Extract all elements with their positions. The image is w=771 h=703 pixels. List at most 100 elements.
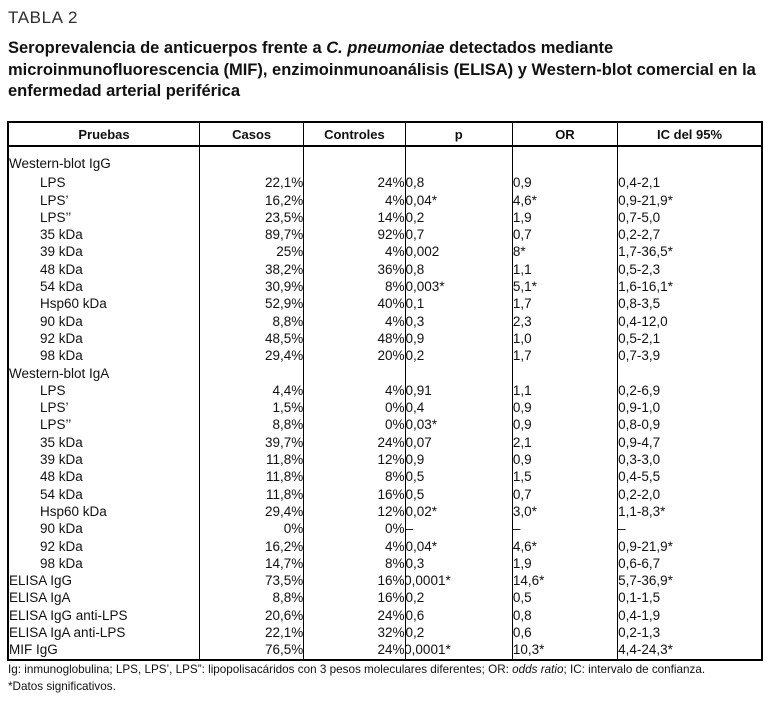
cell-or: 1,9 <box>511 554 618 573</box>
cell-pruebas: LPS’’ <box>40 417 72 433</box>
cell-or: 10,3* <box>511 641 618 660</box>
cell-controles: 16% <box>303 589 406 607</box>
table-row: 54 kDa 30,9% 8% 0,003* 5,1* 1,6-16,1* <box>8 278 762 296</box>
cell-pruebas: Hsp60 kDa <box>40 503 107 519</box>
cell-pruebas: 35 kDa <box>40 434 83 450</box>
cell-or: 0,9 <box>511 416 618 434</box>
cell-p: 0,2 <box>404 208 513 227</box>
cell-or: 1,1 <box>511 260 618 279</box>
cell-controles: 4% <box>303 537 406 555</box>
cell-controles: 20% <box>303 347 406 365</box>
cell-p: 0,02* <box>404 502 513 521</box>
cell-ic: 1,7-36,5* <box>617 243 762 261</box>
column-header-p: p <box>404 122 513 147</box>
plain-text: Seroprevalencia de anticuerpos frente a <box>8 39 327 57</box>
cell-p: 0,3 <box>404 312 513 330</box>
cell-p: 0,5 <box>404 485 513 503</box>
cell-or: 2,3 <box>511 312 618 330</box>
table-row: LPS’ 1,5% 0% 0,4 0,9 0,9-1,0 <box>8 399 762 417</box>
cell-p: 0,2 <box>404 347 513 365</box>
cell-controles: 24% <box>303 641 406 660</box>
cell-ic: – <box>617 520 762 538</box>
cell-ic: 0,5-2,3 <box>617 260 762 279</box>
table-row: 48 kDa 11,8% 8% 0,5 1,5 0,4-5,5 <box>8 468 762 486</box>
cell-controles: 0% <box>303 399 406 417</box>
cell-ic: 0,4-2,1 <box>617 174 762 192</box>
cell-pruebas: 90 kDa <box>40 313 83 329</box>
table-row: 39 kDa 25% 4% 0,002 8* 1,7-36,5* <box>8 243 762 261</box>
cell-p: – <box>404 520 513 538</box>
cell-pruebas: 90 kDa <box>40 521 83 537</box>
cell-p: 0,8 <box>404 260 513 279</box>
cell-casos: 89,7% <box>198 226 304 244</box>
cell-pruebas: 48 kDa <box>40 261 83 277</box>
table-row: LPS 4,4% 4% 0,91 1,1 0,2-6,9 <box>8 381 762 400</box>
cell-casos: 4,4% <box>198 381 304 400</box>
cell-casos: 14,7% <box>198 554 304 573</box>
cell-ic: 1,1-8,3* <box>617 502 762 521</box>
table-row: 54 kDa 11,8% 16% 0,5 0,7 0,2-2,0 <box>8 485 762 503</box>
cell-pruebas: ELISA IgA <box>9 590 71 606</box>
cell-pruebas: MIF IgG <box>9 642 58 658</box>
cell-or: 3,0* <box>511 502 618 521</box>
cell-pruebas: Hsp60 kDa <box>40 296 107 312</box>
table-row: Hsp60 kDa 29,4% 12% 0,02* 3,0* 1,1-8,3* <box>8 502 762 521</box>
cell-or: 0,8 <box>511 606 618 625</box>
table-row: 90 kDa 0% 0% – – – <box>8 520 762 538</box>
table-row: ELISA IgA anti-LPS 22,1% 32% 0,2 0,6 0,2-1,3 <box>8 624 762 642</box>
cell-ic: 0,2-1,3 <box>617 624 762 642</box>
cell-controles: 8% <box>303 554 406 573</box>
cell-ic: 1,6-16,1* <box>617 278 762 296</box>
cell-ic: 0,6-6,7 <box>617 554 762 573</box>
column-header-or: OR <box>511 122 618 147</box>
cell-p: 0,04* <box>404 537 513 555</box>
cell-controles: 8% <box>303 468 406 486</box>
column-header-pruebas: Pruebas <box>8 122 200 147</box>
cell-p: 0,4 <box>404 399 513 417</box>
seroprevalence-table: Pruebas Casos Controles p OR IC del 95% … <box>7 121 763 661</box>
cell-pruebas: Western-blot IgA <box>9 365 110 381</box>
table-row: LPS’ 16,2% 4% 0,04* 4,6* 0,9-21,9* <box>8 191 762 209</box>
cell-or: 0,5 <box>511 589 618 607</box>
cell-or: – <box>511 520 618 538</box>
cell-pruebas: 54 kDa <box>40 486 83 502</box>
table-title: Seroprevalencia de anticuerpos frente a … <box>8 38 760 103</box>
table-row: 35 kDa 89,7% 92% 0,7 0,7 0,2-2,7 <box>8 226 762 244</box>
cell-pruebas: ELISA IgG anti-LPS <box>9 607 128 623</box>
cell-casos: 25% <box>198 243 304 261</box>
cell-ic: 0,4-1,9 <box>617 606 762 625</box>
cell-controles: 36% <box>303 260 406 279</box>
cell-casos <box>198 146 304 175</box>
table-row: ELISA IgG anti-LPS 20,6% 24% 0,6 0,8 0,4-1,9 <box>8 606 762 625</box>
table-row: 39 kDa 11,8% 12% 0,9 0,9 0,3-3,0 <box>8 451 762 469</box>
cell-controles: 24% <box>303 433 406 452</box>
cell-controles: 12% <box>303 502 406 521</box>
plain-text: ; IC: intervalo de confianza. <box>563 663 706 676</box>
cell-controles: 4% <box>303 312 406 330</box>
cell-pruebas: LPS’’ <box>40 209 72 225</box>
column-header-ic95: IC del 95% <box>617 122 762 147</box>
cell-pruebas: ELISA IgG <box>9 573 73 589</box>
cell-ic: 0,3-3,0 <box>617 451 762 469</box>
italic-text: C. pneumoniae <box>326 39 445 57</box>
cell-or: 0,6 <box>511 624 618 642</box>
cell-pruebas: 48 kDa <box>40 469 83 485</box>
cell-or: 1,7 <box>511 347 618 365</box>
cell-controles: 92% <box>303 226 406 244</box>
cell-ic: 0,4-5,5 <box>617 468 762 486</box>
cell-controles: 4% <box>303 381 406 400</box>
cell-casos: 38,2% <box>198 260 304 279</box>
cell-ic <box>617 146 762 175</box>
cell-pruebas: 98 kDa <box>40 555 83 571</box>
cell-controles <box>303 364 406 382</box>
cell-casos: 29,4% <box>198 347 304 365</box>
cell-p: 0,04* <box>404 191 513 209</box>
cell-ic: 0,2-6,9 <box>617 381 762 400</box>
cell-casos: 30,9% <box>198 278 304 296</box>
column-header-controles: Controles <box>303 122 406 147</box>
cell-controles: 4% <box>303 243 406 261</box>
cell-ic: 0,8-3,5 <box>617 295 762 313</box>
cell-or: 1,9 <box>511 208 618 227</box>
cell-casos: 48,5% <box>198 329 304 348</box>
table-label: TABLA 2 <box>8 8 79 27</box>
